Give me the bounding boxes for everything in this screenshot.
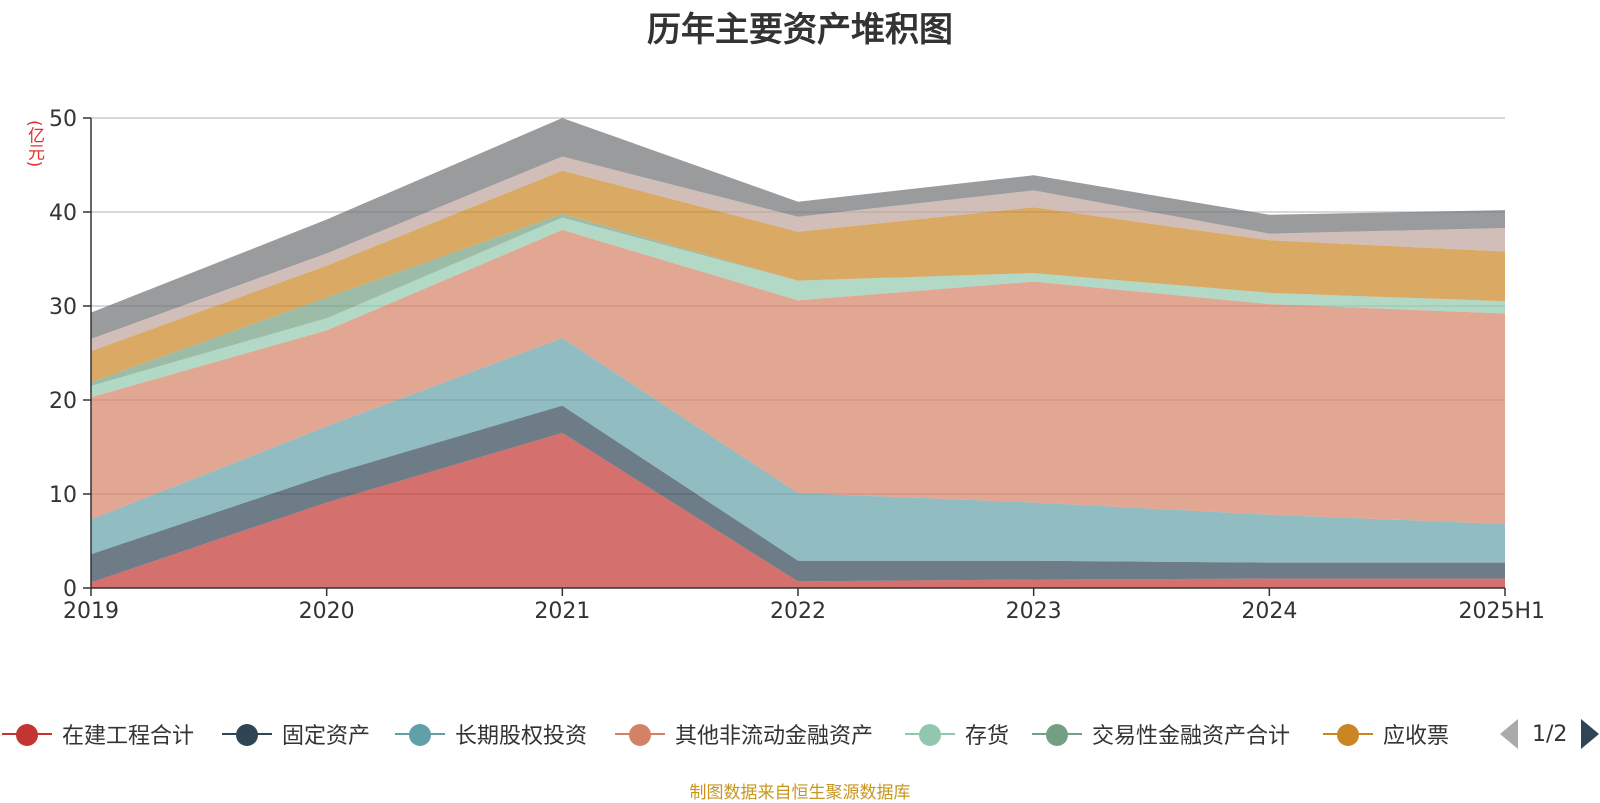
legend-marker-icon (222, 716, 272, 752)
area-series-6 (91, 170, 1505, 383)
legend-marker-icon (395, 716, 445, 752)
legend-item[interactable]: 交易性金融资产合计 (1032, 716, 1290, 752)
y-axis-unit-label: (亿元) (24, 120, 44, 168)
legend-next-page-arrow-icon[interactable] (1581, 719, 1600, 749)
y-tick-label: 0 (63, 577, 77, 602)
x-tick-label: 2025H1 (1458, 599, 1545, 624)
x-tick-label: 2024 (1241, 599, 1297, 624)
legend-label: 存货 (965, 724, 1010, 749)
legend-page-indicator: 1/2 (1532, 721, 1568, 747)
x-tick-label: 2023 (1006, 599, 1062, 624)
y-tick-label: 50 (49, 107, 77, 132)
x-tick-label: 2021 (534, 599, 590, 624)
y-tick-label: 10 (49, 483, 77, 508)
area-series-8 (91, 118, 1505, 339)
legend-marker-icon (2, 716, 52, 752)
y-tick-label: 20 (49, 389, 77, 414)
legend-marker-icon (615, 716, 665, 752)
legend-label: 交易性金融资产合计 (1092, 724, 1291, 749)
source-note: 制图数据来自恒生聚源数据库 (689, 783, 911, 803)
legend-item[interactable]: 应收票 (1323, 716, 1449, 752)
area-series-1 (91, 405, 1505, 583)
y-tick-label: 30 (49, 295, 77, 320)
x-tick-label: 2022 (770, 599, 826, 624)
x-tick-label: 2020 (299, 599, 355, 624)
legend-marker-icon (905, 716, 955, 752)
legend-label: 应收票 (1383, 724, 1450, 749)
area-series-layer (91, 118, 1505, 588)
legend-item[interactable]: 存货 (905, 716, 1009, 752)
legend-label: 固定资产 (282, 724, 371, 749)
axes (83, 117, 1506, 596)
tick-labels: 0 10 20 30 40 50 2019 2020 2021 2022 2023 2024 2025H… (49, 107, 1545, 624)
legend-item[interactable]: 固定资产 (222, 716, 370, 752)
legend: 在建工程合计 固定资产 长期股权投资 其他非流动金融资产 存货 交易性金融资产合计 应收票 (0, 716, 1600, 752)
legend-prev-page-arrow-icon[interactable] (1500, 719, 1518, 749)
y-tick-label: 40 (49, 201, 77, 226)
legend-label: 其他非流动金融资产 (675, 724, 874, 749)
area-series-7 (91, 156, 1505, 352)
legend-marker-icon (1323, 716, 1373, 752)
area-series-2 (91, 338, 1505, 563)
area-series-0 (91, 432, 1505, 588)
x-tick-label: 2019 (63, 599, 119, 624)
legend-item[interactable]: 其他非流动金融资产 (615, 716, 873, 752)
legend-pager: 1/2 (1500, 716, 1600, 752)
legend-label: 长期股权投资 (455, 724, 588, 749)
chart-title: 历年主要资产堆积图 (647, 10, 953, 50)
area-series-4 (91, 217, 1505, 398)
legend-marker-icon (1032, 716, 1082, 752)
legend-item[interactable]: 长期股权投资 (395, 716, 587, 752)
area-series-5 (91, 213, 1505, 386)
stacked-area-chart: 0 10 20 30 40 50 2019 2020 2021 2022 2023 2024 2025H… (49, 107, 1545, 624)
area-series-3 (91, 229, 1505, 525)
legend-item[interactable]: 在建工程合计 (2, 716, 194, 752)
legend-label: 在建工程合计 (62, 724, 195, 749)
